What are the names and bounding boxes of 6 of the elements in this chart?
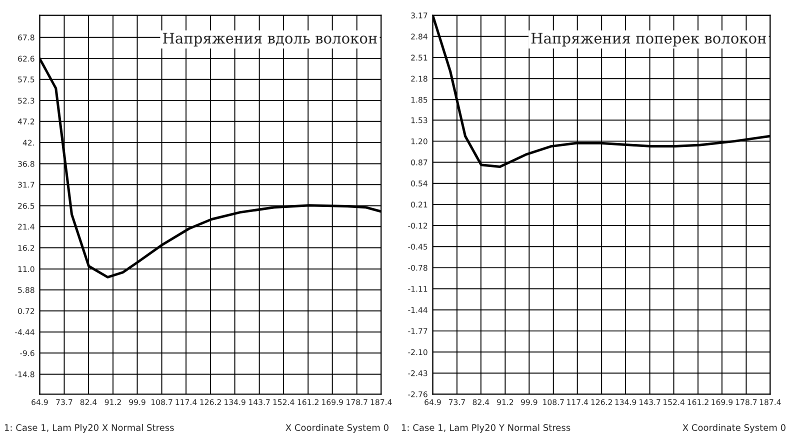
text: X Coordinate System 0 <box>286 424 388 433</box>
text: X Coordinate System 0 <box>682 424 786 433</box>
text: 1: Case 1, Lam Ply20 X Normal Stress <box>4 424 174 433</box>
text: Напряжения поперек волокон <box>531 32 766 46</box>
text: Напряжения вдоль волокон <box>163 32 377 46</box>
text: 1: Case 1, Lam Ply20 Y Normal Stress <box>402 424 570 433</box>
